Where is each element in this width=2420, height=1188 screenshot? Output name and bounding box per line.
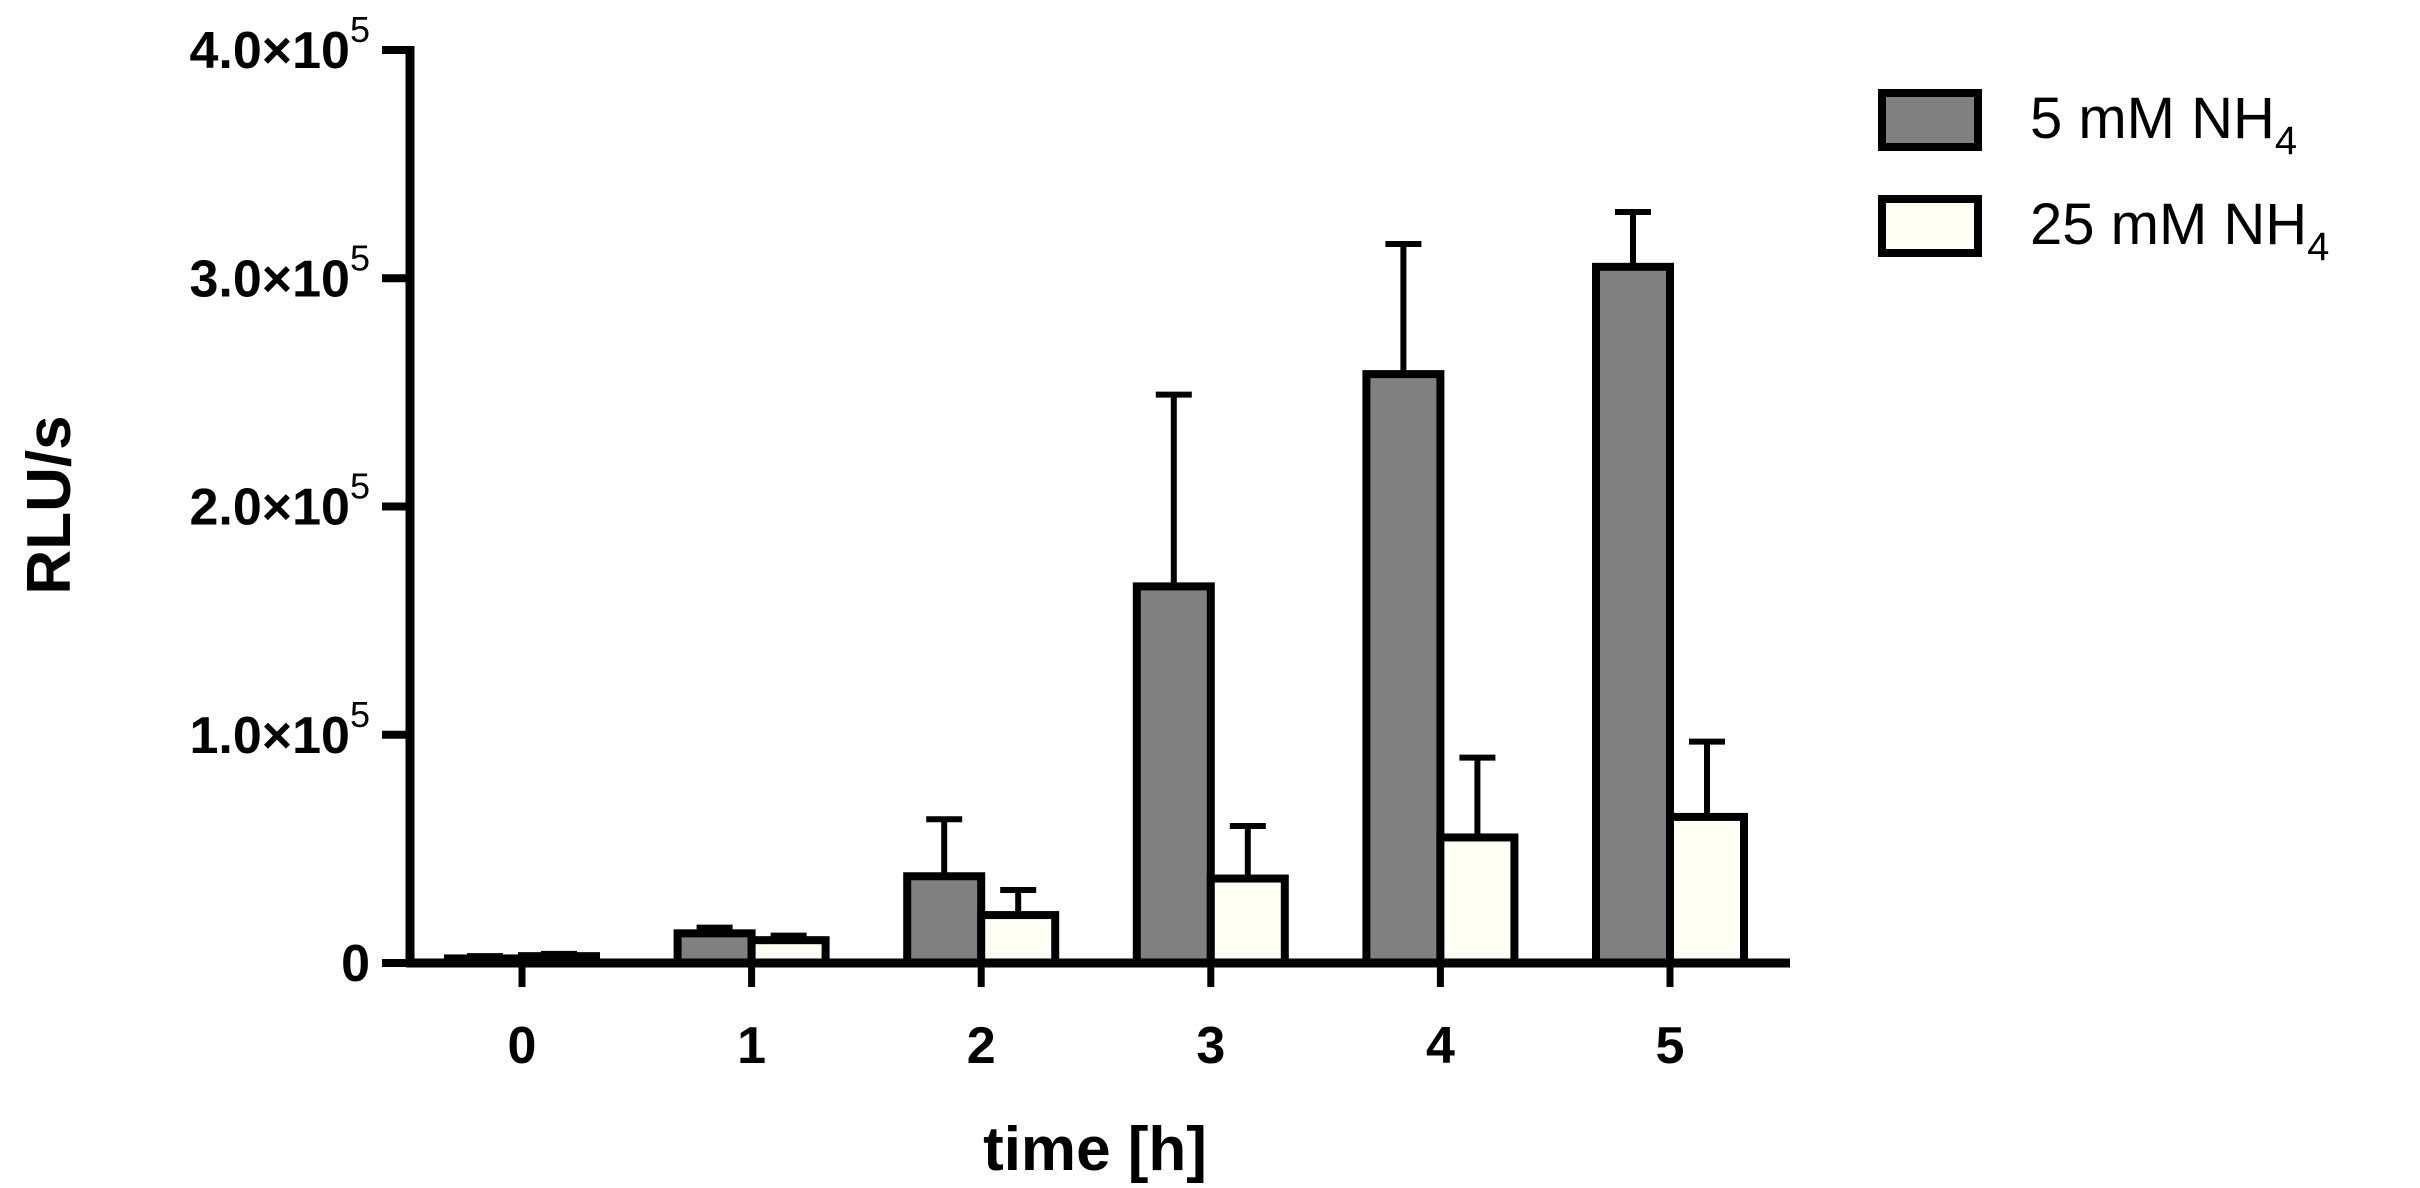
- y-tick-label-2: 2.0×105: [189, 466, 370, 537]
- x-ticks: 0 1 2 3 4 5: [508, 963, 1685, 1075]
- bar-s0-1: [673, 929, 756, 968]
- x-axis-title: time [h]: [983, 1115, 1207, 1184]
- bar-s0-4: [1362, 370, 1445, 967]
- x-tick-label-2: 2: [967, 1017, 996, 1075]
- legend-label-5mm: 5 mM NH4: [2030, 86, 2297, 163]
- y-tick-label-0: 0: [341, 935, 370, 993]
- bar-s1-5: [1666, 812, 1748, 967]
- x-tick-label-3: 3: [1196, 1017, 1225, 1075]
- y-axis-title: RLU/s: [15, 415, 84, 594]
- y-ticks: 0 1.0×105 2.0×105 3.0×105 4.0×105: [189, 9, 410, 993]
- axes: [405, 46, 1790, 968]
- bar-s0-3: [1132, 582, 1215, 967]
- bar-s0-5: [1592, 262, 1674, 967]
- bar-s1-4: [1436, 833, 1519, 968]
- bar-s0-2: [903, 872, 986, 968]
- x-tick-label-1: 1: [737, 1017, 766, 1075]
- legend: 5 mM NH4 25 mM NH4: [1878, 86, 2329, 269]
- x-tick-label-4: 4: [1426, 1017, 1455, 1075]
- legend-label-25mm: 25 mM NH4: [2030, 192, 2329, 269]
- legend-swatch-5mm: [1878, 89, 1982, 151]
- error-bars-layer: [467, 209, 1725, 960]
- x-tick-label-5: 5: [1656, 1017, 1685, 1075]
- y-tick-label-4: 4.0×105: [189, 9, 370, 80]
- bar-s1-2: [977, 911, 1060, 968]
- y-tick-label-1: 1.0×105: [189, 694, 370, 765]
- bar-s1-3: [1206, 874, 1289, 967]
- bars-layer: [444, 262, 1748, 968]
- x-tick-label-0: 0: [508, 1017, 537, 1075]
- y-tick-label-3: 3.0×105: [189, 237, 370, 308]
- legend-swatch-25mm: [1878, 195, 1982, 257]
